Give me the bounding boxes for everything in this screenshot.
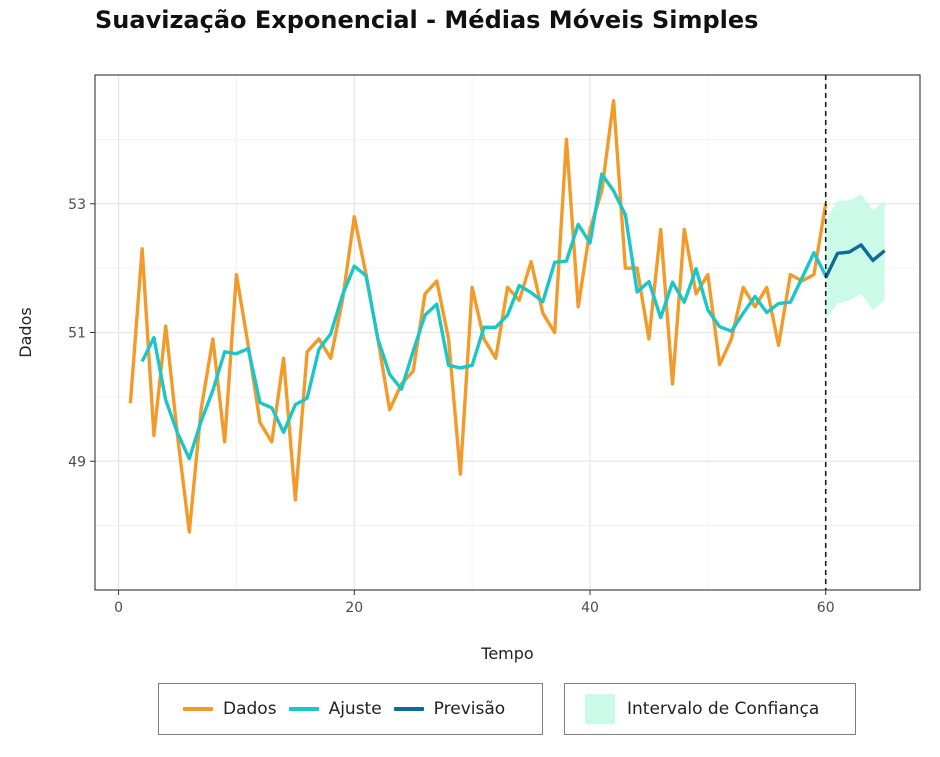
legend-swatch-ajuste <box>288 707 319 711</box>
series-line-previsao <box>824 243 886 279</box>
legend-swatch-previsao <box>393 707 424 711</box>
y-tick-label: 49 <box>68 454 86 470</box>
legend-item-dados: Dados <box>183 699 277 719</box>
legend-item-intervalo: Intervalo de Confiança <box>585 694 819 724</box>
legend-label-previsao: Previsão <box>433 699 506 719</box>
x-tick-label: 40 <box>581 600 599 616</box>
legend-label-ajuste: Ajuste <box>328 699 382 719</box>
series-line-ajuste <box>140 172 828 461</box>
y-tick-label: 51 <box>68 326 86 342</box>
legend-swatch-dados <box>183 707 213 711</box>
legend-label-dados: Dados <box>223 699 277 719</box>
x-tick-label: 60 <box>817 600 835 616</box>
y-tick-label: 53 <box>68 197 86 213</box>
x-tick-label: 20 <box>345 600 363 616</box>
chart-title: Suavização Exponencial - Médias Móveis S… <box>95 6 759 34</box>
legend-swatch-intervalo <box>585 694 615 724</box>
legend-item-ajuste: Ajuste <box>288 699 382 719</box>
y-axis-title: Dados <box>16 307 35 357</box>
series-line-dados <box>128 99 828 534</box>
confidence-band <box>825 194 885 320</box>
legend-lines: Dados Ajuste Previsão <box>158 683 543 735</box>
legend-band: Intervalo de Confiança <box>564 683 856 735</box>
x-tick-label: 0 <box>114 600 123 616</box>
x-axis-title: Tempo <box>480 644 533 663</box>
legend-item-previsao: Previsão <box>393 699 506 719</box>
legend-label-intervalo: Intervalo de Confiança <box>627 699 820 719</box>
